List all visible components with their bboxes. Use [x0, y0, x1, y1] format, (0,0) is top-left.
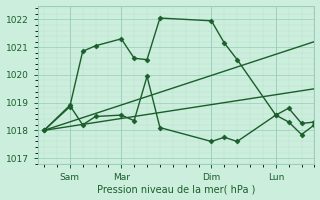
X-axis label: Pression niveau de la mer( hPa ): Pression niveau de la mer( hPa ) — [97, 184, 255, 194]
